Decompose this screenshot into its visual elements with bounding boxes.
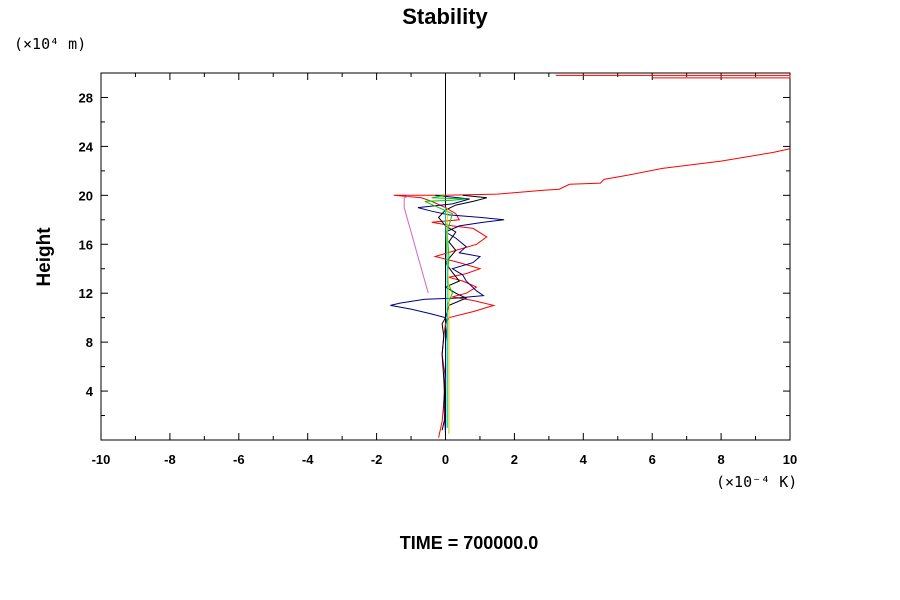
y-tick-label: 8 — [86, 335, 93, 350]
x-tick-label: -2 — [371, 452, 383, 467]
y-axis-label: Height — [34, 227, 55, 287]
x-tick-label: -8 — [164, 452, 176, 467]
x-tick-label: 2 — [511, 452, 518, 467]
y-unit-label: (×10⁴ m) — [14, 35, 86, 53]
y-tick-label: 28 — [79, 90, 93, 105]
x-tick-label: -6 — [233, 452, 245, 467]
series-line-5 — [403, 194, 429, 294]
series-line-3 — [390, 194, 505, 434]
x-tick-label: -4 — [302, 452, 314, 467]
x-tick-label: 0 — [442, 452, 449, 467]
series-layer — [390, 73, 791, 440]
y-tick-label: 12 — [79, 286, 93, 301]
y-tick-label: 24 — [79, 139, 94, 154]
y-tick-label: 20 — [79, 188, 93, 203]
series-line-2 — [555, 74, 791, 79]
x-tick-label: 6 — [649, 452, 656, 467]
x-tick-label: 10 — [783, 452, 797, 467]
footer-time: TIME = 700000.0 — [400, 533, 539, 553]
series-line-1 — [393, 148, 791, 438]
y-tick-label: 16 — [79, 237, 93, 252]
x-tick-label: -10 — [92, 452, 111, 467]
x-unit-label: (×10⁻⁴ K) — [716, 473, 797, 491]
chart-title: Stability — [402, 4, 488, 29]
series-line-7 — [446, 207, 450, 434]
x-tick-label: 4 — [580, 452, 588, 467]
x-tick-label: 8 — [717, 452, 724, 467]
y-tick-label: 4 — [86, 384, 94, 399]
series-line-8 — [445, 207, 448, 428]
